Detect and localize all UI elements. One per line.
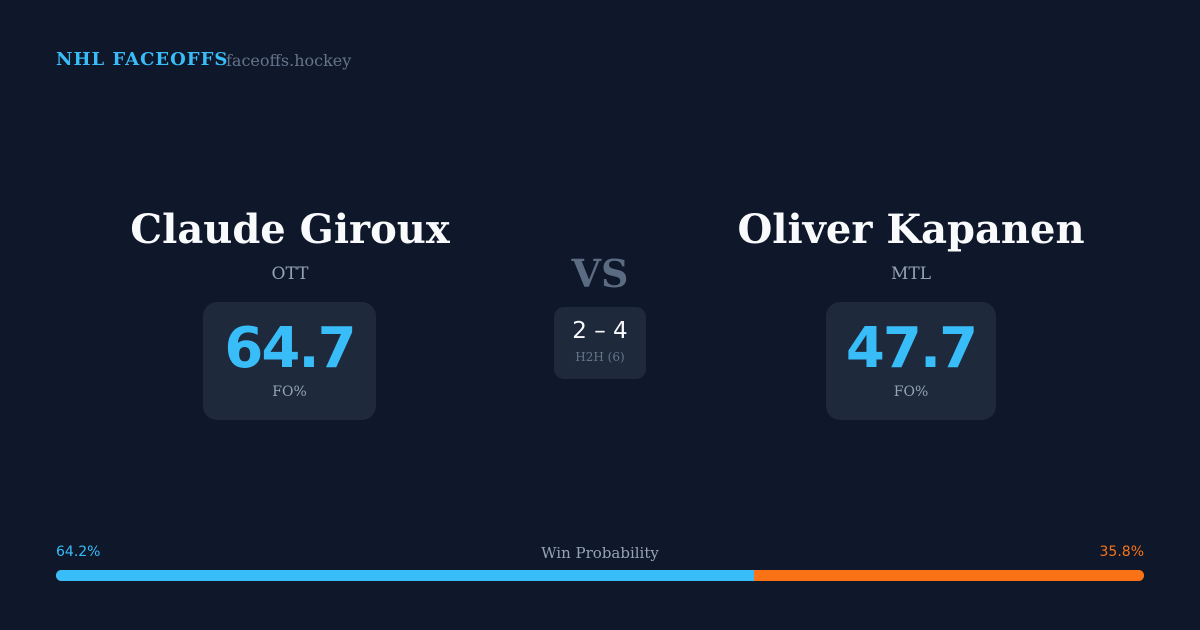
right-win-bar — [754, 570, 1144, 581]
win-probability-bar — [56, 570, 1144, 581]
right-fo-label: FO% — [893, 384, 929, 400]
right-fo-card: 47.7 FO% — [826, 302, 996, 420]
h2h-label: H2H (6) — [575, 350, 625, 364]
vs-label: VS — [571, 251, 629, 296]
right-player-name: Oliver Kapanen — [737, 206, 1085, 253]
left-win-bar — [56, 570, 755, 581]
left-fo-value: 64.7 — [224, 316, 356, 381]
left-player-team: OTT — [271, 264, 309, 284]
right-fo-value: 47.7 — [845, 316, 978, 381]
left-fo-label: FO% — [272, 384, 307, 400]
site-url: faceoffs.hockey — [226, 51, 352, 70]
left-player-name: Claude Giroux — [130, 206, 450, 253]
win-probability-label: Win Probability — [541, 544, 659, 562]
right-player-team: MTL — [890, 264, 932, 284]
h2h-score: 2 – 4 — [572, 318, 628, 344]
left-win-pct: 64.2% — [56, 544, 101, 560]
brand-title: NHL FACEOFFS — [56, 49, 229, 70]
right-win-pct: 35.8% — [1099, 544, 1144, 560]
left-fo-card: 64.7 FO% — [203, 302, 376, 420]
h2h-card: 2 – 4 H2H (6) — [554, 307, 646, 379]
